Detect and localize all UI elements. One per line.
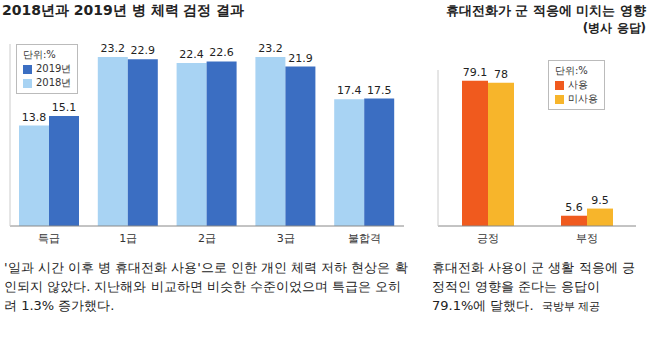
html-text:(병사 응답): (병사 응답) [582, 21, 646, 35]
svg-text:15.1: 15.1 [52, 101, 77, 114]
svg-text:22.4: 22.4 [179, 48, 204, 61]
svg-text:긍정: 긍정 [477, 232, 499, 245]
svg-text:특급: 특급 [38, 232, 60, 245]
svg-text:17.5: 17.5 [367, 84, 392, 97]
html-text:휴대전화 사용이 군 생활 적응에 긍정적인 영향을 준다는: 휴대전화 사용이 군 생활 적응에 긍정적인 영향을 준다는 응답이 79.1%… [432, 260, 635, 313]
svg-text:21.9: 21.9 [288, 52, 313, 65]
html-text:미사용: 미사용 [568, 93, 598, 104]
html-text:2018년: 2018년 [36, 77, 72, 88]
html-text:국방부 제공: 국방부 제공 [541, 300, 601, 313]
svg-text:79.1: 79.1 [463, 66, 488, 79]
html-text:단위:%: 단위:% [23, 49, 56, 60]
html-text:2019년: 2019년 [36, 63, 72, 74]
svg-text:78: 78 [494, 68, 508, 81]
html-text:휴대전화가 군 적응에 미치는 영향: 휴대전화가 군 적응에 미치는 영향 [445, 3, 646, 18]
svg-text:3급: 3급 [277, 232, 295, 245]
html-text:단위:%: 단위:% [555, 65, 588, 76]
svg-text:2급: 2급 [198, 232, 216, 245]
svg-text:불합격: 불합격 [348, 232, 381, 245]
svg-text:9.5: 9.5 [591, 194, 609, 207]
svg-text:1급: 1급 [119, 232, 137, 245]
svg-text:22.6: 22.6 [209, 46, 234, 59]
svg-text:23.2: 23.2 [258, 42, 283, 55]
svg-text:23.2: 23.2 [101, 42, 126, 55]
svg-text:17.4: 17.4 [337, 84, 362, 97]
html-text:사용: 사용 [568, 79, 588, 90]
html-text:2018년과 2019년 병 체력 검정 결과: 2018년과 2019년 병 체력 검정 결과 [2, 2, 245, 18]
svg-text:13.8: 13.8 [22, 111, 47, 124]
svg-text:5.6: 5.6 [565, 201, 583, 214]
html-text:'일과 시간 이후 병 휴대전화 사용'으로 인한 개인 체: '일과 시간 이후 병 휴대전화 사용'으로 인한 개인 체력 저하 현상은 확… [4, 260, 408, 313]
svg-text:부정: 부정 [576, 232, 598, 245]
svg-text:22.9: 22.9 [131, 44, 156, 57]
